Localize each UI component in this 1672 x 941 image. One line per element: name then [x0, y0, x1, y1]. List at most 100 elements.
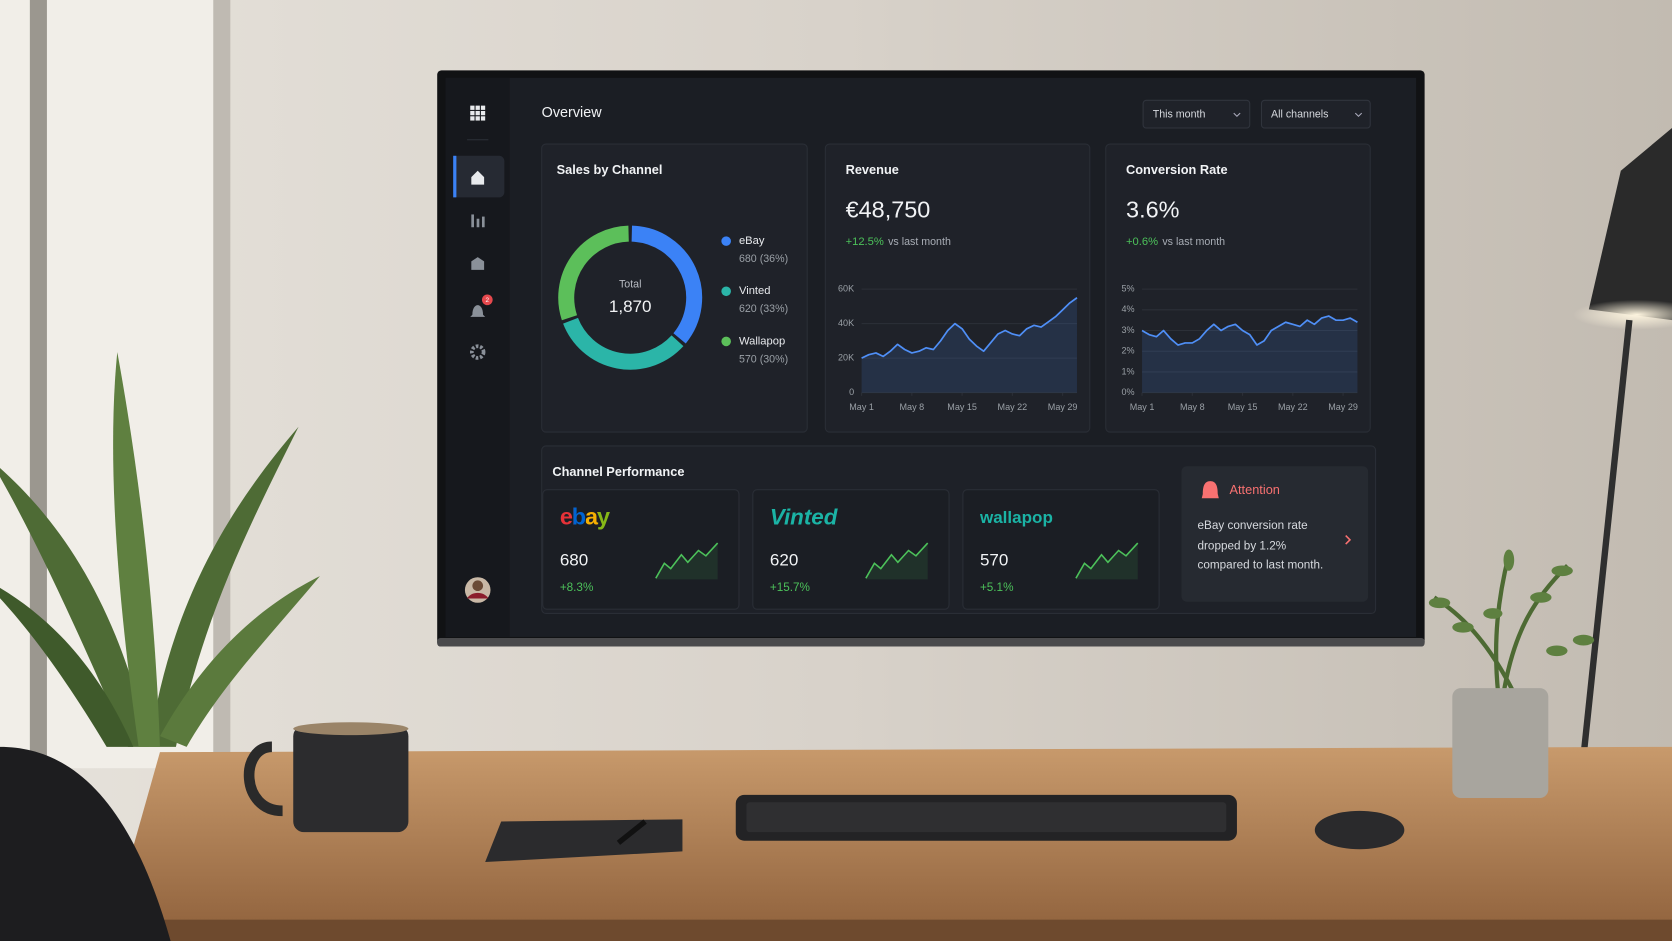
x-tick-label: May 22 [998, 402, 1028, 412]
channel-change: +8.3% [560, 581, 594, 594]
nav-indicator [453, 155, 457, 198]
filter-label[interactable]: This month [1153, 109, 1206, 121]
apps-icon[interactable] [470, 105, 486, 121]
alert-title: Attention [1229, 482, 1279, 497]
channel-change: +5.1% [980, 581, 1014, 594]
home-icon[interactable] [471, 170, 485, 185]
lamp-pole [1580, 319, 1633, 756]
channel-change: +15.7% [770, 581, 810, 594]
alert-icon [1201, 481, 1219, 499]
channel-value: 680 [560, 551, 588, 570]
page-title: Overview [542, 105, 603, 121]
x-tick-label: May 15 [947, 402, 977, 412]
alert-body-box: eBay conversion rate dropped by 1.2% com… [1197, 520, 1323, 572]
legend-label: Vinted [739, 285, 771, 297]
mug-top [293, 722, 409, 736]
legend-value: 570 (30%) [739, 353, 788, 365]
x-tick-label: May 8 [1180, 402, 1205, 412]
lamp-light [1572, 299, 1672, 330]
donut-segment [631, 225, 703, 344]
legend-value: 680 (36%) [739, 253, 788, 265]
desk [106, 746, 1672, 941]
y-tick-label: 5% [1121, 284, 1134, 294]
donut-center-value: 1,870 [609, 297, 652, 316]
legend-dot [721, 336, 731, 347]
y-tick-label: 4% [1121, 304, 1134, 314]
channel-card[interactable] [542, 489, 740, 610]
x-tick-label: May 1 [1130, 402, 1155, 412]
x-tick-label: May 22 [1278, 402, 1308, 412]
window-frame [29, 0, 47, 769]
pen [616, 819, 647, 845]
settings-icon[interactable] [469, 344, 486, 360]
sparkline [865, 542, 929, 579]
panel [541, 445, 1377, 614]
panel-title: Channel Performance [552, 464, 684, 479]
kpi-change: +0.6% [1126, 236, 1158, 248]
filter-dropdown[interactable] [1142, 99, 1251, 129]
notifications-icon[interactable] [470, 305, 486, 317]
legend-value: 620 (33%) [739, 303, 788, 315]
line [1141, 315, 1358, 346]
y-tick-label: 40K [838, 318, 854, 328]
channel-logo: wallapop [979, 508, 1053, 527]
y-tick-label: 60K [838, 284, 854, 294]
chair [0, 746, 171, 941]
x-tick-label: May 1 [849, 402, 874, 412]
x-tick-label: May 8 [900, 402, 925, 412]
legend-label: eBay [739, 235, 765, 247]
avatar-head [472, 580, 484, 592]
card-title: Sales by Channel [557, 162, 663, 177]
dashboard: 2 Overview This month All channels Chann… [445, 77, 1417, 637]
donut-segment [558, 225, 630, 321]
kpi-value: €48,750 [846, 196, 931, 222]
x-tick-label: May 29 [1328, 402, 1358, 412]
legend-dot [721, 286, 731, 297]
pot-plant [1428, 549, 1595, 799]
orders-icon[interactable] [471, 257, 485, 270]
alert-card[interactable] [1181, 466, 1369, 602]
y-tick-label: 0% [1121, 387, 1134, 397]
y-tick-label: 1% [1121, 366, 1134, 376]
desk-edge [106, 919, 1672, 941]
donut-center-label: Total [619, 279, 642, 291]
monitor-edge [437, 638, 1425, 647]
channel-value: 570 [980, 551, 1008, 570]
area [861, 297, 1077, 393]
x-tick-label: May 15 [1228, 402, 1258, 412]
filter-label[interactable]: All channels [1271, 109, 1328, 121]
kpi-value: 3.6% [1126, 196, 1180, 222]
line [861, 297, 1078, 359]
channel-card[interactable] [752, 489, 950, 610]
plant [0, 352, 320, 747]
mug [293, 725, 409, 833]
sparkline [655, 542, 719, 579]
x-tick-label: May 29 [1048, 402, 1078, 412]
donut-segment [563, 317, 684, 370]
keys [746, 802, 1227, 833]
sparkline [1075, 542, 1139, 579]
alert-chevron[interactable] [1345, 535, 1352, 545]
analytics-icon[interactable] [471, 214, 485, 228]
chevron [1354, 112, 1363, 118]
legend-label: Wallapop [739, 335, 785, 347]
filter-dropdown[interactable] [1260, 99, 1371, 129]
kpi-change: +12.5% [846, 236, 884, 248]
card-title: Revenue [846, 162, 899, 177]
kpi-change-note: vs last month [1162, 236, 1225, 248]
channel-card[interactable] [962, 489, 1160, 610]
lamp [1588, 128, 1672, 321]
card [1105, 143, 1371, 433]
area [1142, 316, 1358, 393]
channel-value: 620 [770, 551, 798, 570]
chevron [1233, 112, 1241, 118]
y-tick-label: 3% [1121, 325, 1134, 335]
kpi-change-note: vs last month [888, 236, 951, 248]
badge-count: 2 [486, 297, 490, 304]
y-tick-label: 0 [849, 387, 854, 397]
channel-logo: ebay [560, 504, 610, 530]
mug-handle [243, 741, 284, 817]
channel-logo: Vinted [770, 504, 839, 529]
